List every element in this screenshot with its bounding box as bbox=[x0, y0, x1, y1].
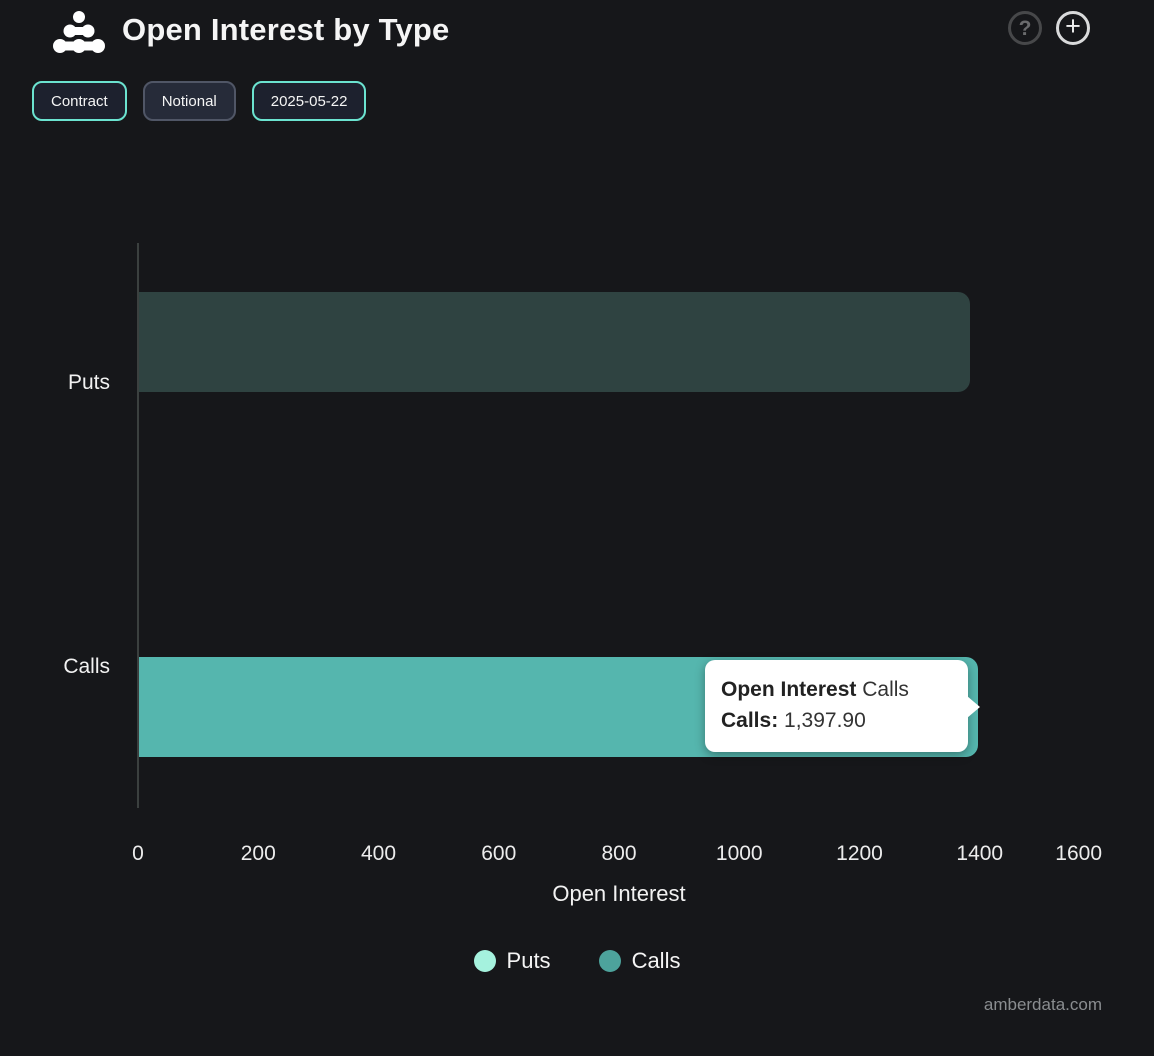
amberdata-logo-icon bbox=[53, 11, 105, 53]
legend-item-calls[interactable]: Calls bbox=[598, 948, 681, 974]
legend-label-calls: Calls bbox=[631, 948, 681, 973]
x-axis-title: Open Interest bbox=[552, 881, 686, 906]
legend-dot-calls bbox=[598, 950, 621, 972]
x-tick-600: 600 bbox=[481, 842, 517, 865]
bar-puts[interactable] bbox=[139, 292, 970, 392]
x-tick-1000: 1000 bbox=[715, 842, 763, 865]
legend-dot-puts bbox=[473, 950, 496, 972]
legend-item-puts[interactable]: Puts bbox=[473, 948, 551, 974]
page-title: Open Interest by Type bbox=[122, 12, 450, 47]
add-icon[interactable]: + bbox=[1056, 11, 1090, 45]
y-tick-puts: Puts bbox=[67, 371, 110, 394]
chart-legend: Puts Calls bbox=[0, 948, 1154, 974]
x-tick-400: 400 bbox=[360, 842, 397, 865]
notional-button[interactable]: Notional bbox=[142, 81, 236, 121]
y-tick-calls: Calls bbox=[63, 655, 110, 678]
tooltip-arrow bbox=[967, 696, 980, 718]
legend-label-puts: Puts bbox=[506, 948, 551, 973]
x-tick-1400: 1400 bbox=[956, 842, 1004, 865]
tooltip-value-line: Calls: 1,397.90 bbox=[721, 709, 866, 732]
x-tick-0: 0 bbox=[132, 842, 144, 865]
y-axis-line bbox=[137, 243, 139, 808]
help-icon[interactable]: ? bbox=[1008, 11, 1042, 45]
date-button[interactable]: 2025-05-22 bbox=[251, 81, 367, 121]
toolbar: Contract Notional 2025-05-22 bbox=[32, 81, 367, 121]
x-tick-1200: 1200 bbox=[836, 842, 883, 865]
tooltip-series-line: Open Interest Calls bbox=[721, 678, 909, 701]
chart-tooltip: Open Interest Calls Calls: 1,397.90 bbox=[705, 660, 980, 752]
x-tick-800: 800 bbox=[601, 842, 637, 865]
x-tick-200: 200 bbox=[240, 842, 276, 865]
watermark: amberdata.com bbox=[983, 995, 1102, 1014]
x-tick-1600: 1600 bbox=[1055, 842, 1102, 865]
contract-button[interactable]: Contract bbox=[32, 81, 127, 121]
